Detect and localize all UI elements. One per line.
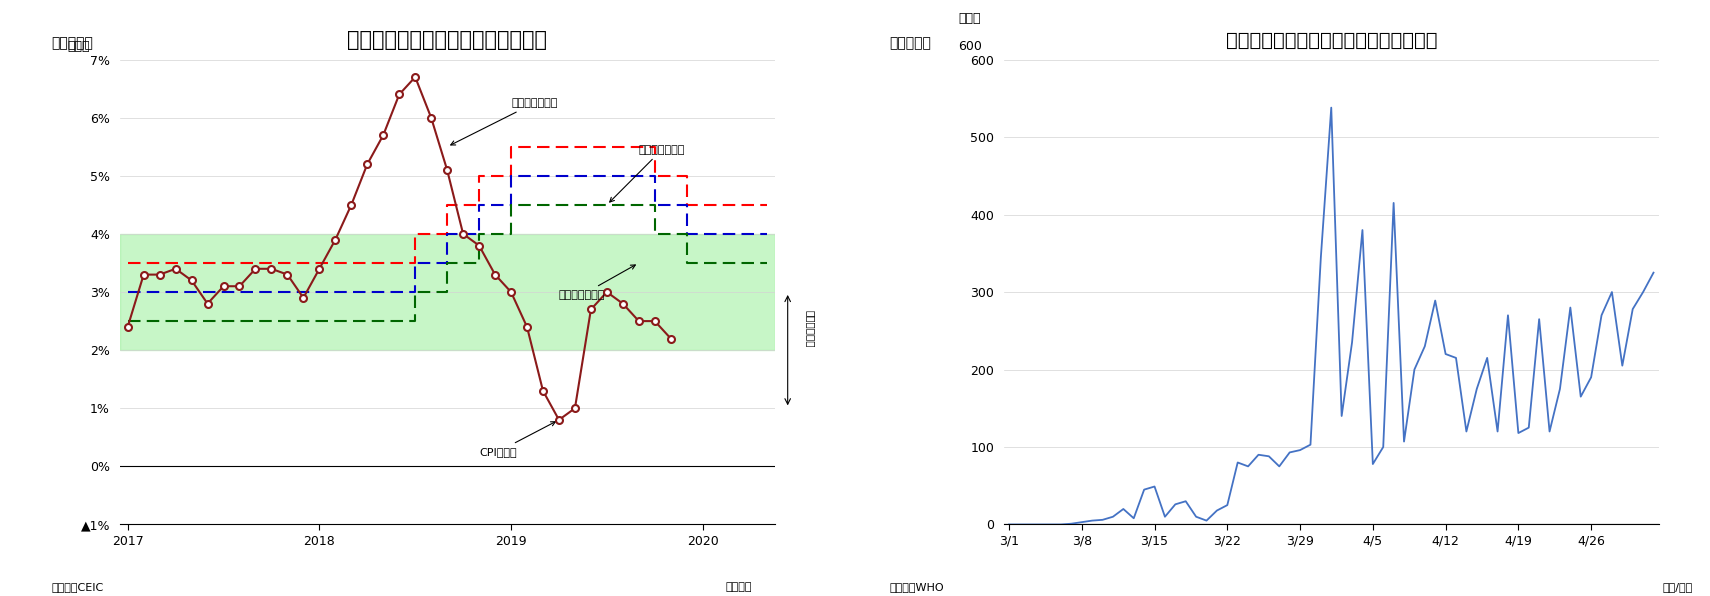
Text: 翌日物預金金利: 翌日物預金金利 [559,265,636,300]
Text: インフレ目標: インフレ目標 [805,311,816,348]
Text: （月/日）: （月/日） [1662,582,1693,592]
Text: （月次）: （月次） [727,582,752,592]
Title: フィリピンの新型コロナの新規感染者数: フィリピンの新型コロナの新規感染者数 [1226,31,1436,49]
Text: （資料）CEIC: （資料）CEIC [51,582,104,592]
Text: 600: 600 [958,41,982,53]
Text: 翌日物借入金利: 翌日物借入金利 [451,98,557,145]
Text: （人）: （人） [958,13,980,26]
Text: （図表４）: （図表４） [889,37,930,51]
Text: （％）: （％） [67,41,91,53]
Text: （図表３）: （図表３） [51,37,92,51]
Text: （資料）WHO: （資料）WHO [889,582,944,592]
Title: フィリピンのインフレ率と政策金利: フィリピンのインフレ率と政策金利 [347,30,547,49]
Text: 翌日物貸出金利: 翌日物貸出金利 [610,145,686,202]
Bar [120,234,775,350]
Text: CPI上昇率: CPI上昇率 [479,422,556,457]
